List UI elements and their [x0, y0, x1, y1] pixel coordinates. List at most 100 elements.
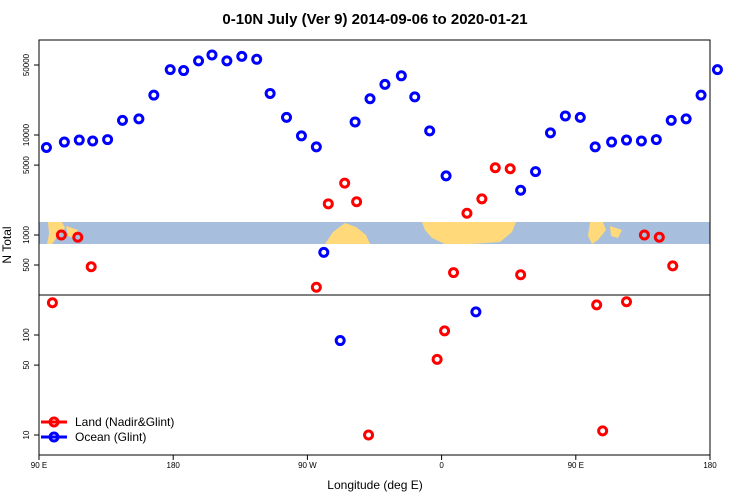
y-tick-label: 5000: [22, 156, 31, 174]
land-point: [667, 260, 679, 272]
ocean-point: [349, 116, 361, 128]
legend: Land (Nadir&Glint) Ocean (Glint): [41, 415, 174, 444]
land-point: [461, 207, 473, 219]
ocean-point: [295, 130, 307, 142]
ocean-point: [334, 335, 346, 347]
ocean-point: [635, 135, 647, 147]
land-point: [85, 261, 97, 273]
land-shape: [588, 222, 606, 244]
chart-title: 0-10N July (Ver 9) 2014-09-06 to 2020-01…: [222, 11, 527, 28]
ocean-point: [695, 89, 707, 101]
ocean-point: [178, 65, 190, 77]
ocean-point: [251, 53, 263, 65]
ocean-point: [221, 55, 233, 67]
y-tick-label: 100: [22, 328, 31, 342]
ocean-point: [318, 246, 330, 258]
land-point: [597, 425, 609, 437]
ocean-point: [620, 134, 632, 146]
land-point: [351, 196, 363, 208]
y-tick-label: 10: [22, 430, 31, 439]
ocean-point: [440, 170, 452, 182]
land-shape: [47, 222, 65, 244]
ocean-point: [711, 64, 723, 76]
land-point: [322, 198, 334, 210]
ocean-point: [133, 113, 145, 125]
x-axis: 90 E 180 90 W 0 90 E 180: [31, 455, 717, 470]
world-map-strip: [39, 222, 710, 244]
land-point: [653, 231, 665, 243]
ocean-point: [164, 64, 176, 76]
land-point: [504, 163, 516, 175]
ocean-point: [117, 114, 129, 126]
x-tick-label: 90 W: [298, 461, 317, 470]
ocean-point: [236, 50, 248, 62]
ocean-point: [364, 93, 376, 105]
ocean-point: [559, 110, 571, 122]
land-point: [439, 325, 451, 337]
land-point: [638, 229, 650, 241]
land-shape: [325, 223, 370, 244]
lower-plot-frame: [38, 294, 711, 456]
y-tick-label: 1000: [22, 226, 31, 244]
ocean-point: [544, 127, 556, 139]
x-tick-label: 180: [167, 461, 181, 470]
ocean-point: [40, 141, 52, 153]
ocean-point: [148, 89, 160, 101]
land-point: [363, 429, 375, 441]
ocean-point: [589, 141, 601, 153]
ocean-point: [264, 87, 276, 99]
land-point: [72, 231, 84, 243]
x-tick-label: 90 E: [31, 461, 47, 470]
land-point: [489, 162, 501, 174]
land-shape: [422, 222, 516, 244]
land-point: [620, 296, 632, 308]
land-point: [431, 353, 443, 365]
ocean-point: [665, 114, 677, 126]
ocean-point: [409, 91, 421, 103]
ocean-point: [424, 125, 436, 137]
land-point: [515, 269, 527, 281]
land-point: [339, 177, 351, 189]
x-tick-label: 180: [703, 461, 717, 470]
ocean-point: [87, 135, 99, 147]
ocean-point: [650, 134, 662, 146]
ocean-point: [281, 111, 293, 123]
x-tick-label: 0: [439, 461, 444, 470]
data-points: [40, 49, 723, 441]
ocean-point: [73, 134, 85, 146]
y-axis-label: N Total: [0, 226, 14, 263]
upper-plot-frame: [38, 39, 711, 296]
land-shape: [610, 226, 622, 238]
ocean-band: [39, 222, 710, 244]
y-tick-label: 500: [22, 258, 31, 272]
legend-marker-land: [48, 416, 60, 428]
legend-marker-ocean: [48, 431, 60, 443]
land-point: [310, 281, 322, 293]
land-point: [55, 229, 67, 241]
ocean-point: [680, 113, 692, 125]
ocean-point: [310, 141, 322, 153]
y-axis: 10 50 100 500 1000 5000 10000 50000: [22, 53, 39, 439]
y-tick-label: 50000: [22, 53, 31, 76]
land-point: [448, 267, 460, 279]
ocean-point: [58, 136, 70, 148]
ocean-point: [379, 78, 391, 90]
land-point: [476, 193, 488, 205]
ocean-point: [515, 184, 527, 196]
ocean-point: [530, 166, 542, 178]
ocean-point: [102, 134, 114, 146]
ocean-point: [606, 136, 618, 148]
ocean-point: [574, 111, 586, 123]
ocean-point: [395, 70, 407, 82]
ocean-point: [470, 306, 482, 318]
land-point: [591, 299, 603, 311]
legend-label-ocean: Ocean (Glint): [75, 430, 146, 444]
y-tick-label: 50: [22, 360, 31, 369]
legend-label-land: Land (Nadir&Glint): [75, 415, 174, 429]
land-point: [46, 297, 58, 309]
x-tick-label: 90 E: [568, 461, 584, 470]
ocean-point: [206, 49, 218, 61]
y-tick-label: 10000: [22, 123, 31, 146]
x-axis-label: Longitude (deg E): [327, 478, 422, 492]
